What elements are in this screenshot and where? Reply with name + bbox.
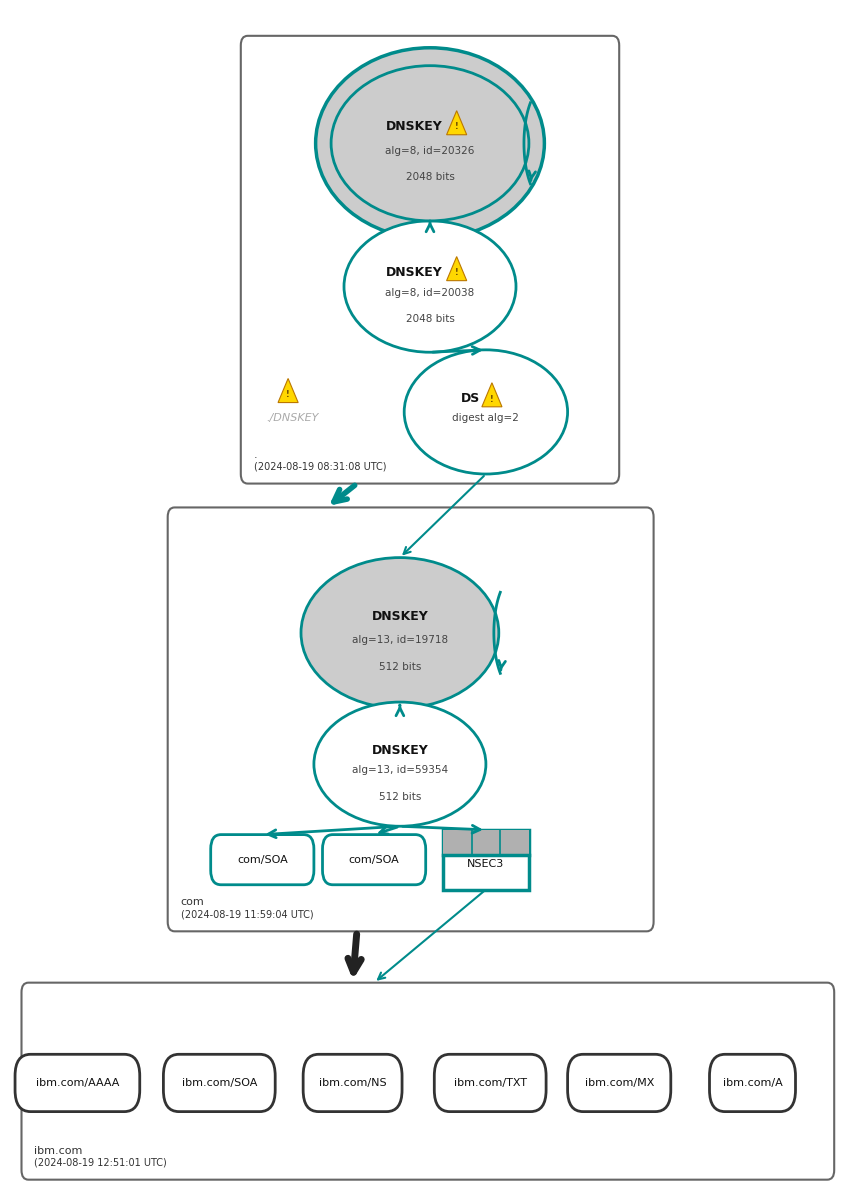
Text: !: ! (455, 269, 458, 277)
Text: 512 bits: 512 bits (378, 661, 421, 671)
Text: 512 bits: 512 bits (378, 792, 421, 801)
Text: alg=8, id=20326: alg=8, id=20326 (385, 146, 475, 156)
Text: 2048 bits: 2048 bits (406, 314, 454, 325)
FancyBboxPatch shape (322, 835, 426, 885)
Ellipse shape (404, 350, 568, 474)
FancyBboxPatch shape (15, 1054, 139, 1112)
Text: (2024-08-19 12:51:01 UTC): (2024-08-19 12:51:01 UTC) (34, 1158, 167, 1168)
Text: NSEC3: NSEC3 (467, 860, 505, 869)
Text: ibm.com/MX: ibm.com/MX (585, 1078, 654, 1088)
Text: digest alg=2: digest alg=2 (452, 413, 519, 423)
FancyBboxPatch shape (710, 1054, 796, 1112)
Text: DNSKEY: DNSKEY (386, 265, 443, 278)
Text: alg=8, id=20038: alg=8, id=20038 (385, 288, 475, 298)
Text: DNSKEY: DNSKEY (386, 119, 443, 133)
FancyBboxPatch shape (443, 830, 529, 890)
FancyBboxPatch shape (241, 36, 619, 484)
FancyBboxPatch shape (163, 1054, 275, 1112)
Polygon shape (482, 383, 502, 407)
FancyBboxPatch shape (568, 1054, 671, 1112)
Text: com/SOA: com/SOA (237, 855, 288, 864)
Text: (2024-08-19 08:31:08 UTC): (2024-08-19 08:31:08 UTC) (254, 462, 386, 472)
Text: (2024-08-19 11:59:04 UTC): (2024-08-19 11:59:04 UTC) (181, 910, 313, 919)
Polygon shape (446, 111, 467, 135)
Text: !: ! (455, 123, 458, 131)
Text: ./DNSKEY: ./DNSKEY (267, 413, 318, 423)
Text: ibm.com/AAAA: ibm.com/AAAA (36, 1078, 119, 1088)
Text: !: ! (286, 390, 290, 399)
Text: ibm.com/NS: ibm.com/NS (319, 1078, 386, 1088)
Text: 2048 bits: 2048 bits (406, 172, 454, 183)
FancyBboxPatch shape (303, 1054, 402, 1112)
Text: alg=13, id=59354: alg=13, id=59354 (352, 765, 448, 775)
FancyBboxPatch shape (434, 1054, 546, 1112)
FancyBboxPatch shape (443, 830, 529, 855)
Text: DNSKEY: DNSKEY (372, 744, 428, 757)
Text: ibm.com/SOA: ibm.com/SOA (181, 1078, 257, 1088)
FancyBboxPatch shape (22, 983, 834, 1180)
Ellipse shape (314, 702, 486, 826)
Text: com/SOA: com/SOA (348, 855, 400, 864)
Polygon shape (278, 378, 298, 402)
Text: !: ! (490, 394, 494, 404)
Text: ibm.com/TXT: ibm.com/TXT (454, 1078, 526, 1088)
Text: DNSKEY: DNSKEY (372, 610, 428, 623)
Ellipse shape (331, 66, 529, 221)
Text: ibm.com/A: ibm.com/A (722, 1078, 783, 1088)
FancyBboxPatch shape (211, 835, 314, 885)
Ellipse shape (344, 221, 516, 352)
FancyBboxPatch shape (168, 507, 654, 931)
Ellipse shape (301, 558, 499, 708)
Text: DS: DS (461, 392, 480, 405)
Text: com: com (181, 898, 205, 907)
Text: alg=13, id=19718: alg=13, id=19718 (352, 635, 448, 645)
Polygon shape (446, 257, 467, 281)
Text: .: . (254, 450, 257, 460)
Text: ibm.com: ibm.com (34, 1146, 83, 1156)
Ellipse shape (316, 48, 544, 239)
